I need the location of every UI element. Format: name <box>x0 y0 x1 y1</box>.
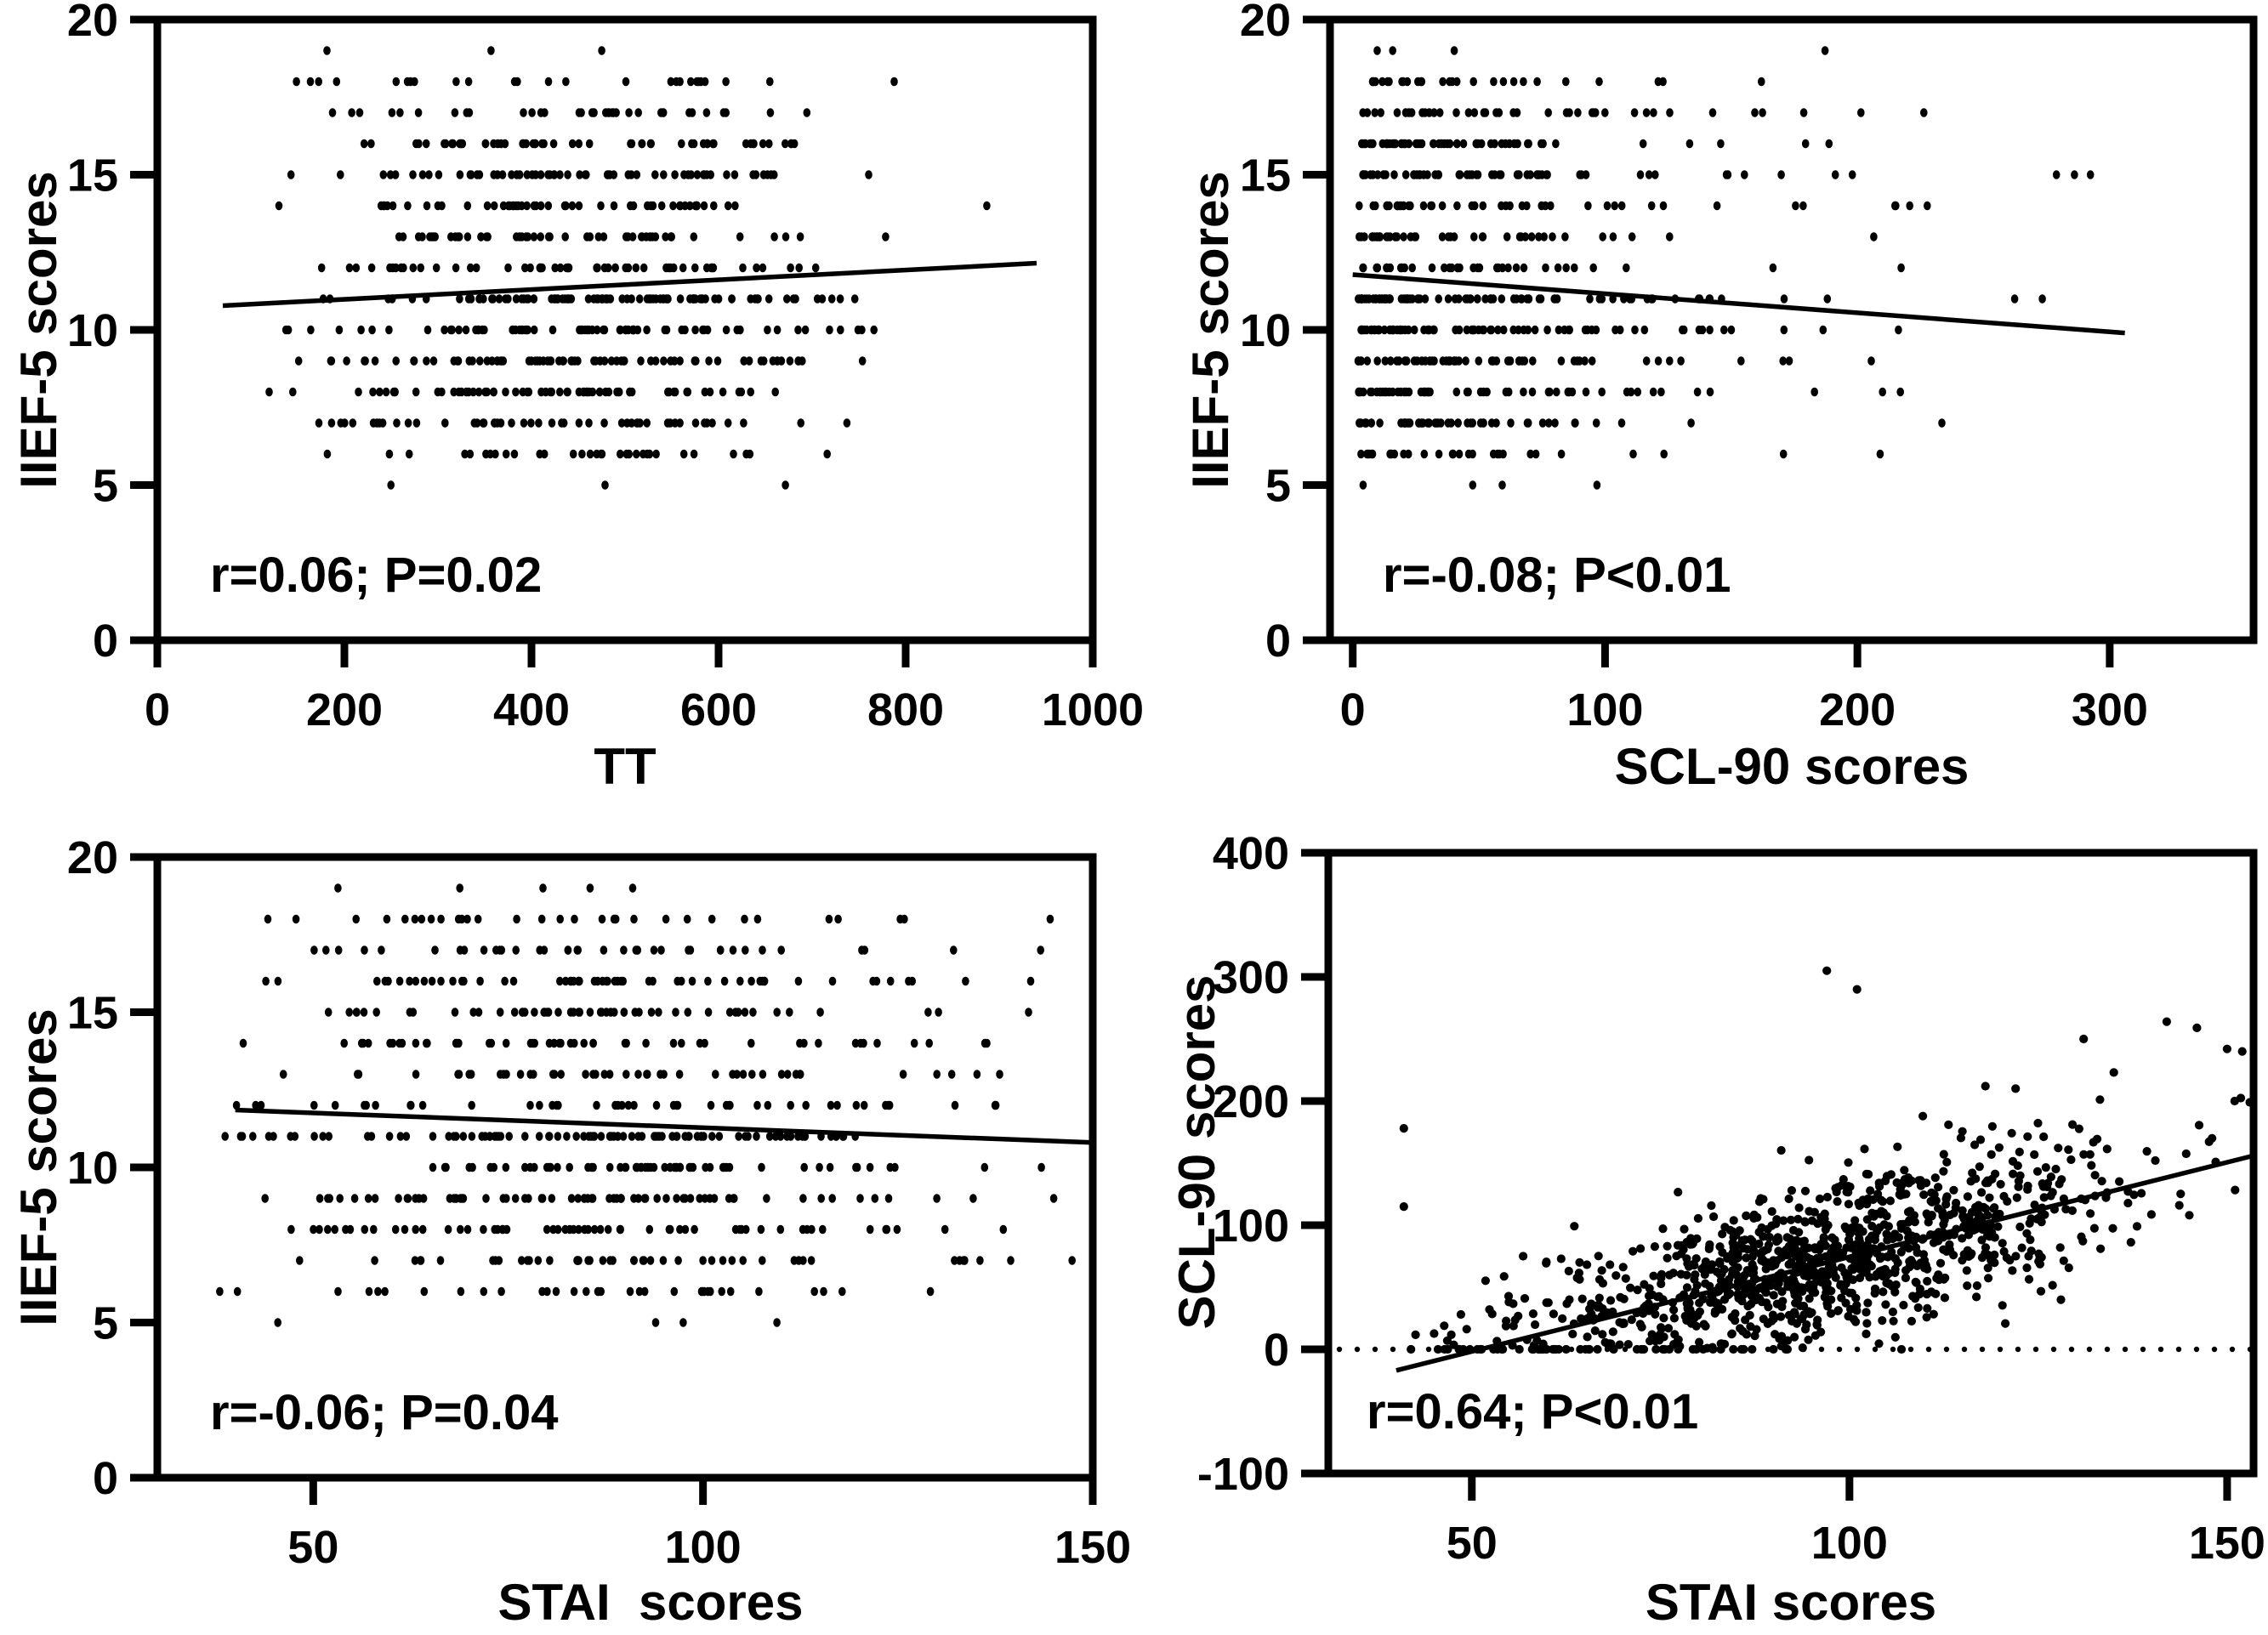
x-tick-label: 50 <box>287 1522 338 1573</box>
outlier-point <box>2109 1068 2118 1077</box>
x-tick-label: 0 <box>1340 684 1366 735</box>
y-tick-label: 0 <box>1264 1325 1289 1376</box>
x-tick-label: 200 <box>306 684 383 735</box>
x-axis-title-stai2: STAI scores <box>1645 1574 1937 1631</box>
y-tick-label: 5 <box>93 1298 118 1349</box>
outlier-point <box>2162 1017 2171 1026</box>
outlier-point <box>1981 1081 1990 1091</box>
regression-line <box>1352 272 2125 336</box>
y-tick-label: 10 <box>1240 305 1291 356</box>
outlier-point <box>2079 1034 2089 1044</box>
y-tick-label: 10 <box>67 305 118 356</box>
y-tick-label: 5 <box>1265 461 1291 512</box>
outlier-point <box>2237 1047 2247 1056</box>
y-tick-label: 15 <box>67 988 118 1039</box>
scatter-points <box>216 883 1076 1327</box>
x-tick-label: 400 <box>493 684 570 735</box>
y-axis-title-scl90-stai: SCL-90 scores <box>1168 974 1225 1330</box>
y-axis-title-iief5-tt: IIEF-5 scores <box>10 171 67 489</box>
y-tick-label: 400 <box>1213 828 1289 879</box>
scatter-points <box>265 46 991 490</box>
x-tick-label: 600 <box>680 684 757 735</box>
y-tick-label: 5 <box>93 461 118 512</box>
correlation-annotation-tt: r=0.06; P=0.02 <box>210 548 543 603</box>
y-axis-title-iief5-scl90: IIEF-5 scores <box>1182 171 1239 489</box>
regression-line <box>1395 1153 2254 1373</box>
y-axis-title-iief5-stai: IIEF-5 scores <box>10 1008 67 1326</box>
x-tick-label: 100 <box>1811 1518 1888 1569</box>
outlier-point <box>2185 1211 2194 1220</box>
y-tick-label: 0 <box>93 616 118 667</box>
panel-iief5-vs-tt: 0 200 400 600 800 1000 0 5 10 15 20 <box>67 0 1144 735</box>
x-axis-title-stai: STAI scores <box>497 1574 804 1631</box>
y-tick-label: 0 <box>1265 616 1291 667</box>
correlation-annotation-stai: r=-0.06; P=0.04 <box>210 1385 559 1440</box>
x-tick-label: 50 <box>1447 1518 1498 1569</box>
outlier-point <box>2011 1084 2021 1093</box>
y-tick-label: 20 <box>67 832 118 883</box>
x-tick-label: 150 <box>1054 1522 1131 1573</box>
x-tick-label: 800 <box>867 684 944 735</box>
y-tick-label: 300 <box>1213 952 1289 1003</box>
outlier-point <box>2208 1133 2217 1143</box>
y-tick-label: -100 <box>1197 1449 1289 1500</box>
correlation-annotation-scl90: r=-0.08; P<0.01 <box>1383 548 1731 603</box>
outlier-point <box>2230 1096 2239 1106</box>
regression-line <box>235 1107 1094 1145</box>
scatter-points <box>1354 46 2095 490</box>
panel-iief5-vs-scl90: 0 100 200 300 0 5 10 15 20 <box>1240 0 2258 735</box>
outlier-point <box>1822 966 1832 975</box>
y-tick-label: 100 <box>1213 1201 1289 1252</box>
y-tick-label: 20 <box>67 0 118 46</box>
x-tick-label: 100 <box>665 1522 742 1573</box>
regression-line <box>222 260 1037 309</box>
y-tick-label: 10 <box>67 1143 118 1194</box>
y-tick-label: 0 <box>93 1453 118 1504</box>
correlation-annotation-scl90-stai: r=0.64; P<0.01 <box>1367 1384 1699 1439</box>
outlier-point <box>1399 1202 1408 1212</box>
x-tick-label: 1000 <box>1042 684 1144 735</box>
y-tick-label: 200 <box>1213 1076 1289 1127</box>
scatter-points <box>1399 966 2254 1354</box>
x-tick-label: 300 <box>2072 684 2148 735</box>
x-tick-label: 150 <box>2189 1518 2265 1569</box>
x-tick-label: 100 <box>1566 684 1643 735</box>
outlier-point <box>1399 1124 1408 1133</box>
outlier-point <box>2056 1295 2066 1304</box>
y-tick-label: 15 <box>1240 150 1291 202</box>
outlier-point <box>2192 1023 2202 1032</box>
y-tick-label: 20 <box>1240 0 1291 46</box>
x-tick-label: 200 <box>1819 684 1896 735</box>
outlier-point <box>1852 985 1862 994</box>
x-tick-label: 0 <box>145 684 170 735</box>
x-axis-title-scl90: SCL-90 scores <box>1614 738 1970 795</box>
plot-frame <box>1324 849 2258 1478</box>
panel-iief5-vs-stai: 50 100 150 0 5 10 15 20 <box>67 832 1131 1573</box>
y-tick-label: 15 <box>67 150 118 202</box>
x-axis-title-tt: TT <box>594 738 657 795</box>
outlier-point <box>2222 1044 2231 1053</box>
panel-scl90-vs-stai: 50 100 150 -100 0 100 200 300 400 <box>1197 828 2265 1569</box>
